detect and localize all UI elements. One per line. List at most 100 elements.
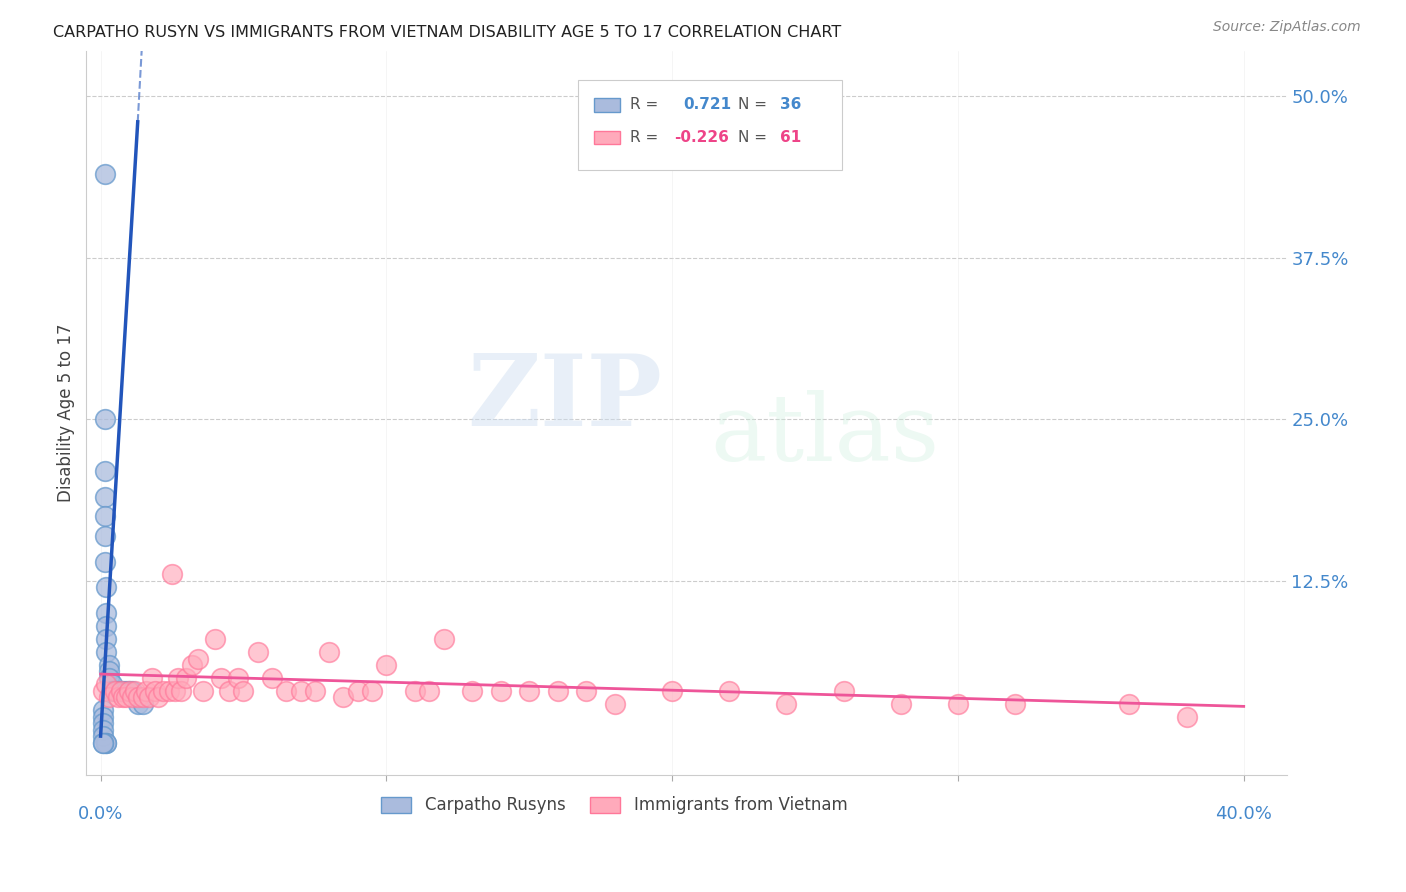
- Point: [110, 684, 132, 698]
- Point: [193, 684, 215, 698]
- Point: [98, 671, 121, 685]
- Point: [260, 671, 283, 685]
- Text: R =: R =: [630, 97, 664, 112]
- Point: [218, 684, 240, 698]
- Point: [489, 684, 512, 698]
- Bar: [593, 98, 620, 112]
- Point: [96, 607, 118, 621]
- Point: [160, 567, 183, 582]
- Point: [96, 736, 118, 750]
- Point: [1175, 710, 1198, 724]
- Point: [138, 690, 160, 705]
- Point: [418, 684, 440, 698]
- Point: [104, 684, 127, 698]
- Text: -0.226: -0.226: [675, 130, 730, 145]
- Point: [94, 555, 117, 569]
- Bar: [593, 131, 620, 145]
- Point: [166, 671, 188, 685]
- Point: [304, 684, 326, 698]
- Point: [135, 684, 157, 698]
- Text: 0.0%: 0.0%: [77, 805, 124, 823]
- Text: atlas: atlas: [710, 390, 939, 480]
- Point: [603, 697, 626, 711]
- Point: [93, 716, 115, 731]
- Point: [98, 658, 121, 673]
- Point: [318, 645, 340, 659]
- Text: N =: N =: [738, 97, 772, 112]
- Point: [94, 167, 117, 181]
- Point: [96, 581, 118, 595]
- Point: [163, 684, 186, 698]
- Point: [176, 671, 198, 685]
- Point: [93, 736, 115, 750]
- Point: [96, 632, 118, 647]
- Point: [101, 684, 124, 698]
- Point: [96, 677, 118, 691]
- Legend: Carpatho Rusyns, Immigrants from Vietnam: Carpatho Rusyns, Immigrants from Vietnam: [374, 789, 855, 821]
- Point: [132, 697, 155, 711]
- Point: [141, 671, 163, 685]
- Point: [517, 684, 540, 698]
- Point: [112, 684, 135, 698]
- FancyBboxPatch shape: [578, 79, 842, 170]
- Point: [96, 736, 118, 750]
- Point: [94, 412, 117, 426]
- Point: [461, 684, 484, 698]
- Point: [112, 690, 135, 705]
- Point: [132, 690, 155, 705]
- Point: [146, 690, 169, 705]
- Point: [718, 684, 741, 698]
- Point: [96, 619, 118, 633]
- Point: [661, 684, 683, 698]
- Point: [96, 645, 118, 659]
- Point: [187, 651, 209, 665]
- Point: [276, 684, 298, 698]
- Point: [209, 671, 232, 685]
- Text: R =: R =: [630, 130, 664, 145]
- Point: [157, 684, 180, 698]
- Point: [93, 703, 115, 717]
- Point: [121, 684, 143, 698]
- Point: [127, 697, 149, 711]
- Point: [169, 684, 191, 698]
- Point: [93, 723, 115, 737]
- Point: [204, 632, 226, 647]
- Point: [93, 684, 115, 698]
- Point: [115, 684, 138, 698]
- Point: [575, 684, 598, 698]
- Point: [98, 665, 121, 679]
- Text: CARPATHO RUSYN VS IMMIGRANTS FROM VIETNAM DISABILITY AGE 5 TO 17 CORRELATION CHA: CARPATHO RUSYN VS IMMIGRANTS FROM VIETNA…: [53, 25, 842, 40]
- Point: [121, 690, 143, 705]
- Point: [93, 736, 115, 750]
- Point: [547, 684, 569, 698]
- Point: [107, 690, 129, 705]
- Point: [143, 684, 166, 698]
- Point: [226, 671, 249, 685]
- Point: [101, 677, 124, 691]
- Text: N =: N =: [738, 130, 772, 145]
- Point: [332, 690, 354, 705]
- Text: 61: 61: [780, 130, 801, 145]
- Point: [775, 697, 797, 711]
- Text: 40.0%: 40.0%: [1215, 805, 1272, 823]
- Point: [346, 684, 368, 698]
- Point: [1004, 697, 1026, 711]
- Point: [93, 710, 115, 724]
- Point: [375, 658, 398, 673]
- Text: 36: 36: [780, 97, 801, 112]
- Point: [107, 684, 129, 698]
- Point: [246, 645, 269, 659]
- Point: [290, 684, 312, 698]
- Point: [152, 684, 174, 698]
- Point: [104, 684, 127, 698]
- Point: [94, 490, 117, 504]
- Point: [404, 684, 426, 698]
- Point: [232, 684, 254, 698]
- Text: ZIP: ZIP: [468, 350, 662, 447]
- Point: [1118, 697, 1140, 711]
- Y-axis label: Disability Age 5 to 17: Disability Age 5 to 17: [58, 324, 75, 502]
- Point: [104, 684, 127, 698]
- Point: [118, 684, 141, 698]
- Point: [124, 684, 146, 698]
- Point: [432, 632, 454, 647]
